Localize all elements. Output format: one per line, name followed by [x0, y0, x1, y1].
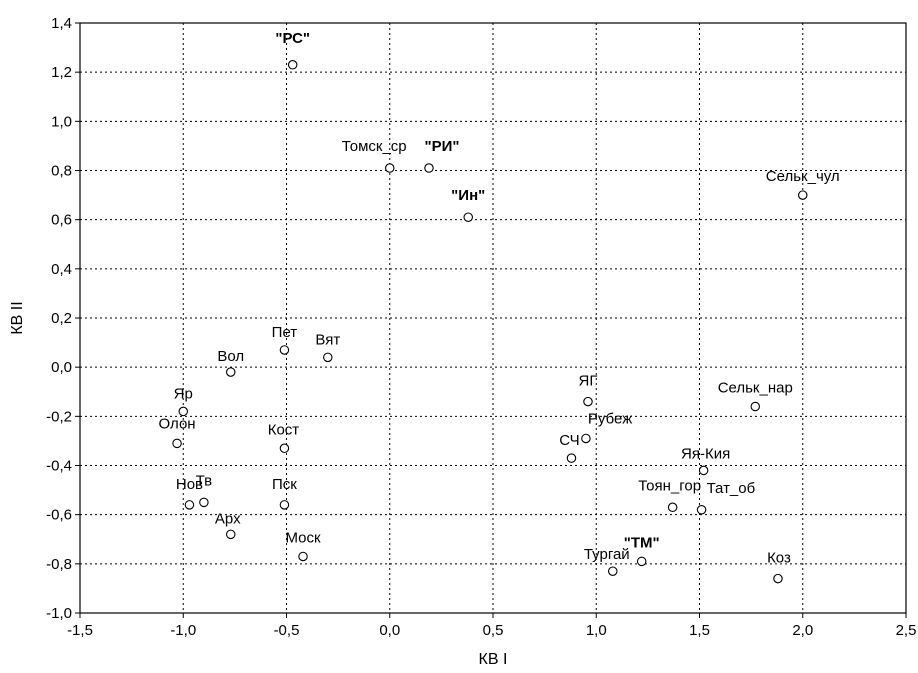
x-axis-label: КВ I	[479, 651, 508, 668]
data-point	[696, 504, 707, 515]
data-point	[566, 453, 577, 463]
data-point	[184, 500, 195, 510]
data-point	[225, 367, 236, 377]
data-point	[384, 163, 395, 173]
point-label: Пет	[272, 324, 298, 341]
point-label: Яр	[174, 385, 193, 402]
data-point	[279, 500, 290, 510]
point-label: Тат_об	[707, 480, 756, 497]
point-label: "Ин"	[451, 187, 485, 204]
y-tick-label: 0,8	[51, 163, 72, 180]
point-label: Моск	[285, 529, 321, 546]
data-point	[750, 401, 761, 412]
y-axis-label: КВ II	[9, 301, 26, 334]
point-label: Тоян_гор	[638, 477, 701, 494]
data-point	[199, 497, 209, 508]
axis-ticks: -1,0 -0,8 -0,6 -0,4 -0,2 0,0 0,2 0,4 0,6 0,8 1,0 1,…	[46, 15, 916, 639]
y-tick-label: 1,2	[51, 64, 72, 81]
data-point	[172, 438, 182, 449]
point-labels: "РС" Томск_ср "РИ" "Ин" Сельк_чул Пет Вят Вол Яр…	[159, 30, 840, 567]
y-tick-label: -1,0	[46, 605, 72, 622]
point-label: СЧ	[559, 432, 579, 449]
point-label: Олон	[159, 415, 196, 432]
y-tick-label: 0,6	[51, 212, 72, 229]
data-point	[424, 163, 434, 173]
data-points	[172, 60, 808, 584]
x-tick-label: -1,5	[67, 622, 93, 639]
point-label: Тургай	[584, 546, 630, 563]
y-tick-label: 1,0	[51, 113, 72, 130]
x-tick-label: 2,5	[896, 622, 917, 639]
point-label: Вят	[315, 331, 340, 348]
x-tick-label: 2,0	[792, 622, 813, 639]
point-label: Тв	[196, 472, 213, 489]
point-label: Томск_ср	[342, 138, 407, 155]
point-label: "РИ"	[424, 138, 459, 155]
point-label: Кост	[268, 421, 300, 438]
data-point	[773, 573, 783, 584]
y-tick-label: -0,8	[46, 556, 72, 573]
data-point	[583, 396, 593, 407]
data-point	[323, 352, 333, 363]
point-label: Нов	[176, 476, 203, 493]
x-tick-label: 0,5	[483, 622, 504, 639]
y-tick-label: 1,4	[51, 15, 72, 32]
data-point	[636, 556, 647, 567]
data-point	[698, 465, 709, 476]
data-point	[178, 406, 189, 417]
y-tick-label: -0,6	[46, 507, 72, 524]
point-label: Сельк_нар	[718, 380, 793, 397]
data-point	[581, 433, 591, 444]
point-label: Вол	[217, 348, 244, 365]
x-tick-label: 1,5	[689, 622, 710, 639]
point-label: Рубеж	[588, 410, 632, 427]
data-point	[797, 190, 808, 200]
y-tick-label: -0,2	[46, 408, 72, 425]
point-label: Коз	[767, 550, 791, 567]
x-tick-label: -0,5	[274, 622, 300, 639]
data-point	[287, 60, 298, 70]
x-tick-label: 0,0	[379, 622, 400, 639]
data-point	[298, 551, 308, 562]
point-label: "ТМ"	[624, 534, 660, 551]
data-point	[279, 345, 290, 355]
point-label: Арх	[215, 510, 241, 527]
y-tick-label: 0,0	[51, 359, 72, 376]
point-label: Яя-Кия	[681, 445, 730, 462]
data-point	[225, 529, 236, 540]
y-tick-label: 0,2	[51, 310, 72, 327]
data-point	[608, 566, 618, 576]
data-point	[667, 502, 678, 513]
data-point	[279, 443, 290, 454]
y-tick-label: 0,4	[51, 261, 72, 278]
point-label: "РС"	[275, 30, 310, 47]
point-label: Пск	[272, 476, 297, 493]
point-label: Сельк_чул	[766, 168, 840, 185]
x-tick-label: 1,0	[586, 622, 607, 639]
grid	[80, 23, 906, 613]
x-tick-label: -1,0	[170, 622, 196, 639]
data-point	[463, 212, 473, 222]
y-tick-label: -0,4	[46, 458, 72, 475]
point-label: ЯГ	[579, 373, 598, 390]
